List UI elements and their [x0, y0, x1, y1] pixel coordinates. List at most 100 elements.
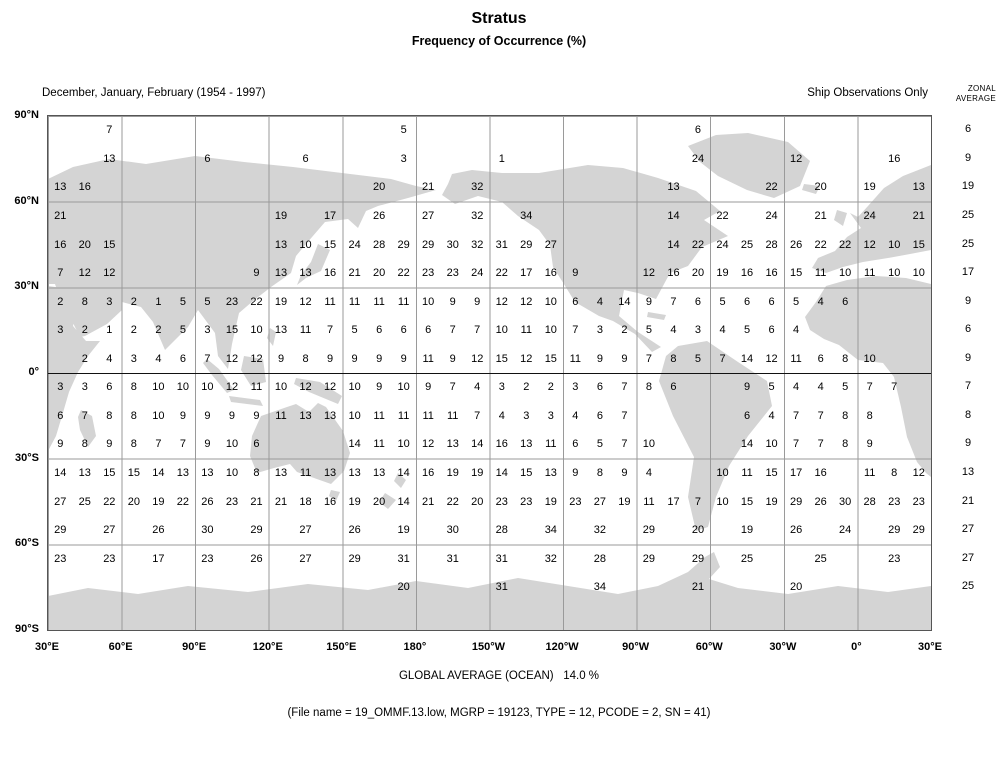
frequency-value: 2 [57, 295, 64, 308]
zonal-average-value: 9 [964, 437, 972, 450]
frequency-value: 23 [201, 552, 214, 565]
frequency-value: 12 [520, 352, 533, 365]
frequency-value: 13 [446, 438, 459, 451]
frequency-value: 13 [54, 181, 67, 194]
frequency-value: 8 [130, 381, 137, 394]
frequency-value: 29 [642, 524, 656, 537]
frequency-value: 29 [397, 238, 410, 251]
frequency-value: 29 [54, 524, 67, 537]
frequency-value: 21 [814, 209, 827, 222]
frequency-value: 9 [572, 466, 579, 479]
zonal-average-value: 27 [961, 523, 975, 536]
frequency-value: 10 [544, 295, 557, 308]
frequency-value: 19 [863, 181, 876, 194]
frequency-value: 16 [544, 267, 557, 280]
frequency-value: 11 [643, 495, 655, 508]
zonal-average-value: 7 [964, 380, 972, 393]
frequency-value: 11 [422, 352, 434, 365]
frequency-value: 6 [572, 438, 579, 451]
frequency-value: 9 [179, 409, 186, 422]
frequency-value: 21 [691, 581, 705, 594]
frequency-value: 20 [373, 267, 386, 280]
page-subtitle: Frequency of Occurrence (%) [411, 34, 587, 48]
frequency-value: 20 [397, 581, 410, 594]
frequency-value: 15 [127, 466, 140, 479]
frequency-value: 3 [523, 409, 530, 422]
frequency-value: 16 [888, 152, 901, 165]
frequency-value: 5 [719, 295, 726, 308]
zonal-average-header: ZONAL AVERAGE [956, 84, 996, 104]
frequency-value: 19 [544, 495, 557, 508]
frequency-value: 1 [155, 295, 162, 308]
frequency-value: 31 [495, 581, 508, 594]
latitude-axis: 90°N 60°N 30°N 0° 30°S 60°S 90°S [0, 0, 42, 760]
frequency-value: 7 [155, 438, 162, 451]
frequency-value: 12 [789, 152, 803, 165]
longitude-tick-label: 120°E [252, 641, 283, 653]
frequency-value: 32 [471, 238, 484, 251]
frequency-value: 11 [545, 438, 557, 451]
frequency-value: 9 [327, 352, 334, 365]
frequency-value: 23 [888, 495, 901, 508]
frequency-value: 13 [323, 409, 337, 422]
longitude-tick-label: 0° [851, 641, 862, 653]
frequency-value: 3 [106, 295, 113, 308]
frequency-value: 23 [912, 495, 925, 508]
frequency-value: 8 [866, 409, 873, 422]
file-info-label: (File name = 19_OMMF.13.low, MGRP = 1912… [287, 707, 711, 719]
longitude-tick-label: 150°W [471, 641, 506, 653]
frequency-value: 11 [814, 267, 827, 280]
frequency-value: 11 [741, 466, 753, 479]
frequency-value: 15 [740, 495, 754, 508]
frequency-value: 21 [912, 209, 925, 222]
frequency-value: 4 [719, 324, 726, 337]
frequency-value: 24 [839, 524, 852, 537]
frequency-value: 21 [54, 209, 67, 222]
frequency-value: 9 [106, 438, 113, 451]
frequency-value: 12 [863, 238, 876, 251]
frequency-value: 3 [596, 324, 603, 337]
longitude-tick-label: 150°E [326, 641, 357, 653]
frequency-value: 14 [667, 238, 680, 251]
frequency-value: 12 [422, 438, 435, 451]
frequency-value: 31 [495, 552, 508, 565]
longitude-tick-label: 30°E [918, 641, 942, 653]
frequency-value: 9 [204, 438, 211, 451]
frequency-value: 2 [621, 324, 628, 337]
frequency-value: 16 [667, 267, 680, 280]
frequency-value: 3 [57, 381, 64, 394]
frequency-value: 5 [204, 295, 211, 308]
frequency-value: 19 [152, 495, 165, 508]
frequency-value: 7 [891, 381, 898, 394]
frequency-value: 3 [400, 152, 407, 165]
frequency-value: 22 [765, 181, 778, 194]
frequency-value: 20 [471, 495, 484, 508]
frequency-value: 4 [768, 409, 775, 422]
frequency-value: 9 [253, 267, 260, 280]
frequency-value: 13 [373, 466, 386, 479]
frequency-value: 26 [789, 524, 803, 537]
frequency-value: 3 [130, 352, 137, 365]
frequency-value: 14 [152, 466, 165, 479]
source-label: Ship Observations Only [807, 87, 928, 99]
frequency-value: 6 [694, 124, 702, 137]
frequency-value: 15 [544, 352, 557, 365]
frequency-value: 9 [57, 438, 64, 451]
frequency-value: 3 [204, 324, 211, 337]
frequency-value: 11 [373, 438, 385, 451]
frequency-value: 7 [57, 267, 64, 280]
frequency-value: 13 [348, 466, 361, 479]
frequency-value: 6 [57, 409, 64, 422]
frequency-value: 12 [225, 352, 239, 365]
frequency-value: 7 [817, 438, 824, 451]
frequency-value: 26 [348, 524, 361, 537]
frequency-value: 19 [618, 495, 631, 508]
frequency-value: 7 [694, 495, 702, 508]
frequency-value: 20 [814, 181, 827, 194]
longitude-tick-label: 90°W [622, 641, 650, 653]
frequency-value: 10 [299, 238, 312, 251]
frequency-value: 31 [446, 552, 459, 565]
frequency-value: 32 [471, 209, 484, 222]
frequency-value: 6 [425, 324, 432, 337]
frequency-value: 19 [765, 495, 778, 508]
